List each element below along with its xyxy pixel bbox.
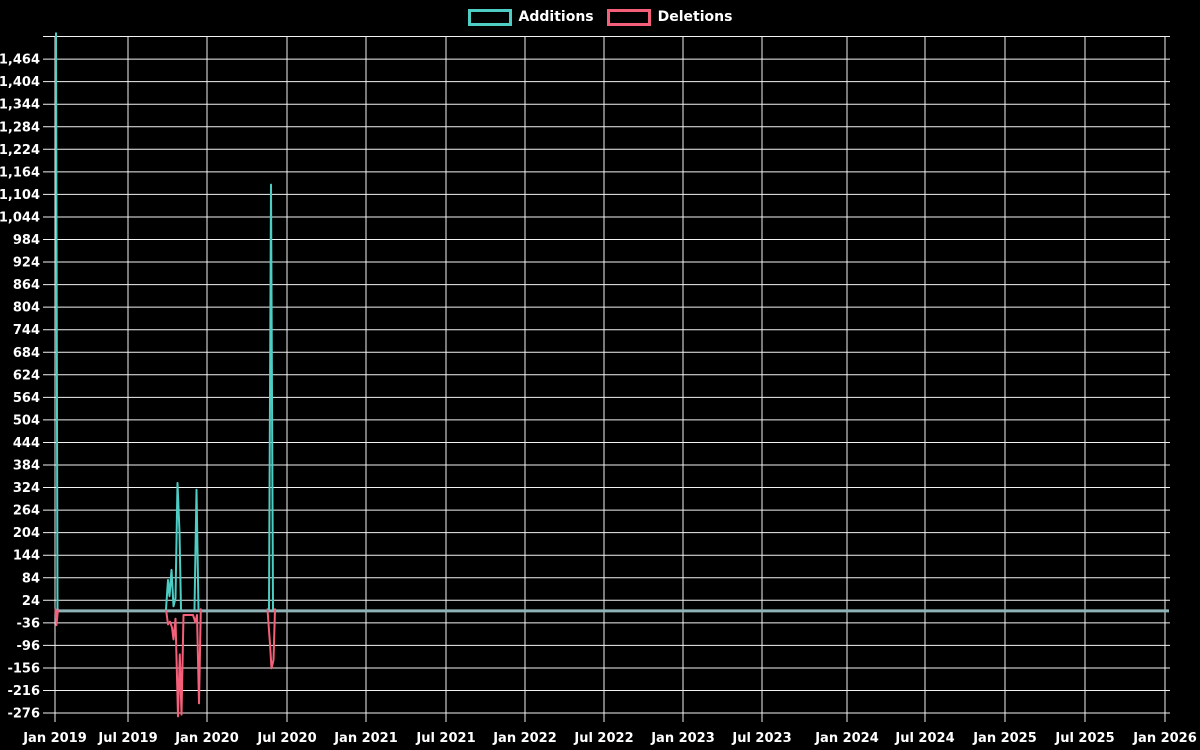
additions-series-line <box>193 488 200 611</box>
x-axis-label: Jul 2023 <box>731 731 791 746</box>
y-axis-label: 444 <box>13 436 40 451</box>
y-axis-label: 804 <box>13 301 40 316</box>
x-axis-label: Jul 2020 <box>256 731 316 746</box>
x-axis-label: Jul 2019 <box>97 731 157 746</box>
y-axis-label: 204 <box>13 526 40 541</box>
chart-legend: Additions Deletions <box>0 8 1200 26</box>
y-axis-label: -156 <box>7 661 40 676</box>
legend-label-deletions: Deletions <box>657 9 733 25</box>
additions-swatch-icon <box>467 8 512 26</box>
y-axis-label: 324 <box>13 481 40 496</box>
y-axis-label: 144 <box>13 549 40 564</box>
x-axis-label: Jan 2022 <box>492 731 557 746</box>
legend-label-additions: Additions <box>518 9 594 25</box>
x-axis-label: Jul 2021 <box>415 731 475 746</box>
y-axis-label: 84 <box>22 571 40 586</box>
x-axis-label: Jan 2026 <box>1132 731 1197 746</box>
legend-item-deletions[interactable]: Deletions <box>606 8 733 26</box>
y-axis-label: 744 <box>13 323 40 338</box>
additions-series-line <box>268 183 274 611</box>
y-axis-label: 264 <box>13 504 40 519</box>
y-axis-label: 384 <box>13 459 40 474</box>
x-axis-label: Jul 2025 <box>1054 731 1114 746</box>
x-axis-label: Jan 2024 <box>814 731 879 746</box>
y-axis-label: 1,224 <box>0 143 40 158</box>
deletions-swatch-icon <box>606 8 651 26</box>
x-axis-label: Jan 2019 <box>22 731 87 746</box>
y-axis-label: -276 <box>7 707 40 722</box>
y-axis-label: 1,344 <box>0 98 40 113</box>
y-axis-label: 1,284 <box>0 120 40 135</box>
deletions-series-line <box>165 608 202 718</box>
x-axis-label: Jan 2023 <box>650 731 715 746</box>
y-axis-label: -216 <box>7 684 40 699</box>
x-axis-label: Jan 2021 <box>333 731 398 746</box>
y-axis-label: -36 <box>17 616 41 631</box>
x-axis-label: Jul 2022 <box>573 731 633 746</box>
y-axis-label: 1,164 <box>0 165 40 180</box>
y-axis-label: 564 <box>13 391 40 406</box>
legend-item-additions[interactable]: Additions <box>467 8 594 26</box>
y-axis-label: -96 <box>17 639 41 654</box>
y-axis-label: 1,464 <box>0 53 40 68</box>
additions-series-line <box>55 32 59 611</box>
y-axis-label: 624 <box>13 368 40 383</box>
y-axis-label: 1,044 <box>0 210 40 225</box>
y-axis-label: 924 <box>13 256 40 271</box>
deletions-series-line <box>54 608 59 627</box>
x-axis-label: Jan 2025 <box>972 731 1037 746</box>
x-axis-label: Jul 2024 <box>894 731 954 746</box>
deletions-series-line <box>266 608 276 670</box>
x-axis-label: Jan 2020 <box>174 731 239 746</box>
y-axis-label: 24 <box>22 594 40 609</box>
additions-series-line <box>165 482 182 611</box>
y-axis-label: 1,404 <box>0 75 40 90</box>
y-axis-label: 504 <box>13 413 40 428</box>
y-axis-label: 1,104 <box>0 188 40 203</box>
y-axis-label: 864 <box>13 278 40 293</box>
y-axis-label: 984 <box>13 233 40 248</box>
y-axis-label: 684 <box>13 346 40 361</box>
